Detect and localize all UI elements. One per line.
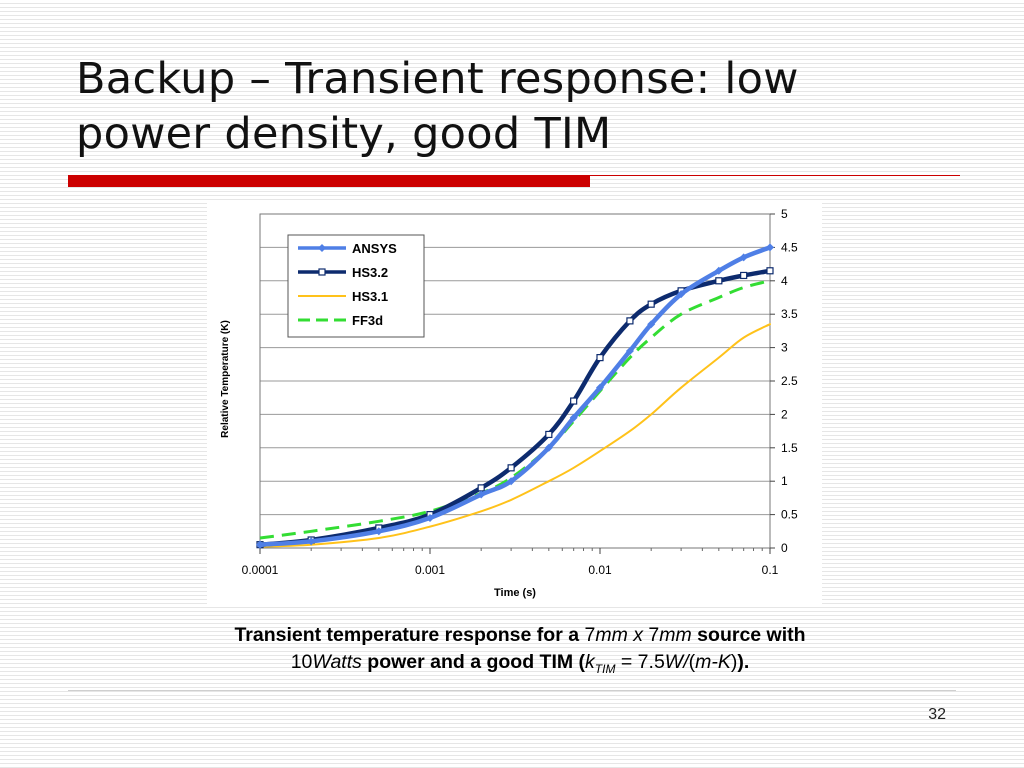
- caption-paren-close: ): [730, 651, 738, 673]
- hs3-2-marker: [507, 464, 515, 472]
- hs3-2-marker: [477, 484, 485, 492]
- title-accent-line: [590, 175, 960, 176]
- ansys-marker: [544, 443, 553, 452]
- y-tick-label-2: 2: [781, 407, 788, 421]
- transient-response-chart: 0 0.5 1 1.5 2 2.5 3 3.5 4 4.5 5 0.0001 0.001 0.01 0.1 T…: [220, 207, 798, 599]
- hs3-2-marker: [545, 430, 553, 439]
- hs3-2-marker: [740, 271, 748, 280]
- legend-label-hs3-2: HS3.2: [352, 265, 388, 280]
- y-tick-label-0: 0: [781, 541, 788, 555]
- ansys-marker: [256, 540, 264, 549]
- y-tick-label-3.5: 3.5: [781, 307, 798, 321]
- caption-line-1: Transient temperature response for a 7mm…: [120, 622, 920, 649]
- caption-num-1: 7: [584, 624, 596, 646]
- y-tick-label-4.5: 4.5: [781, 240, 798, 254]
- legend-label-hs3-1: HS3.1: [352, 289, 388, 304]
- caption-unit-3: Watts: [312, 651, 362, 673]
- y-tick-label-5: 5: [781, 207, 788, 221]
- legend-marker-ansys: [318, 244, 326, 252]
- x-tick-label-0.1: 0.1: [762, 563, 779, 577]
- ansys-marker: [507, 477, 516, 486]
- x-tick-label-0.0001: 0.0001: [242, 563, 279, 577]
- y-tick-label-3: 3: [781, 341, 788, 355]
- ansys-marker: [677, 290, 686, 299]
- title-accent-bar: [68, 175, 590, 187]
- caption-unit-1: mm x: [595, 624, 649, 646]
- ansys-marker: [569, 413, 578, 422]
- chart-container: 0 0.5 1 1.5 2 2.5 3 3.5 4 4.5 5 0.0001 0.001 0.01 0.1 T…: [207, 200, 822, 607]
- ansys-marker: [625, 346, 634, 355]
- ansys-marker: [647, 320, 656, 329]
- hs3-2-marker: [715, 277, 723, 285]
- x-tick-label-0.001: 0.001: [415, 563, 445, 577]
- ansys-marker: [714, 266, 723, 275]
- ansys-marker: [374, 527, 383, 536]
- ansys-marker: [477, 490, 486, 499]
- title-line-1: Backup – Transient response: low: [76, 54, 799, 104]
- caption-unit-2: mm: [659, 624, 692, 646]
- ansys-marker: [426, 513, 434, 522]
- caption-num-3: 10: [290, 651, 313, 673]
- caption-line-2: 10Watts power and a good TIM (kTIM = 7.5…: [120, 649, 920, 683]
- footer-divider: [68, 690, 956, 691]
- caption-text-3: power and a good TIM (: [361, 651, 586, 673]
- ansys-marker: [766, 243, 774, 252]
- legend-label-ansys: ANSYS: [352, 241, 397, 256]
- hs3-2-marker: [647, 300, 655, 308]
- hs3-2-marker: [570, 397, 578, 405]
- caption-unit-w: W/: [664, 651, 689, 673]
- y-tick-label-4: 4: [781, 274, 788, 288]
- hs3-2-marker: [626, 317, 634, 325]
- title-line-2: power density, good TIM: [76, 109, 612, 159]
- slide-title: Backup – Transient response: low power d…: [76, 52, 976, 162]
- figure-caption: Transient temperature response for a 7mm…: [120, 622, 920, 683]
- legend-marker-hs3-2: [318, 268, 326, 276]
- x-tick-label-0.01: 0.01: [588, 563, 612, 577]
- caption-eq: = 7.5: [615, 651, 665, 673]
- y-tick-label-1: 1: [781, 474, 788, 488]
- caption-text-2: source with: [691, 624, 806, 646]
- caption-num-2: 7: [648, 624, 660, 646]
- page-number: 32: [928, 706, 946, 723]
- legend-box: [287, 234, 425, 338]
- legend-label-ff3d: FF3d: [352, 313, 383, 328]
- series-line-hs3-1: [259, 323, 771, 548]
- ansys-marker: [307, 537, 316, 546]
- caption-k: k: [585, 651, 595, 673]
- caption-unit-mk: m-K: [695, 651, 731, 673]
- ansys-marker: [739, 253, 748, 262]
- x-axis-title: Time (s): [494, 587, 536, 599]
- ansys-marker: [596, 383, 604, 392]
- y-tick-label-0.5: 0.5: [781, 508, 798, 522]
- hs3-2-marker: [596, 354, 604, 362]
- caption-paren-open: (: [688, 651, 696, 673]
- y-axis-title: Relative Temperature (K): [220, 320, 231, 438]
- caption-k-sub: TIM: [594, 661, 616, 676]
- caption-end: ).: [737, 651, 750, 673]
- hs3-2-marker: [766, 267, 774, 275]
- y-tick-label-1.5: 1.5: [781, 441, 798, 455]
- y-tick-label-2.5: 2.5: [781, 374, 798, 388]
- caption-text-1: Transient temperature response for a: [234, 624, 585, 646]
